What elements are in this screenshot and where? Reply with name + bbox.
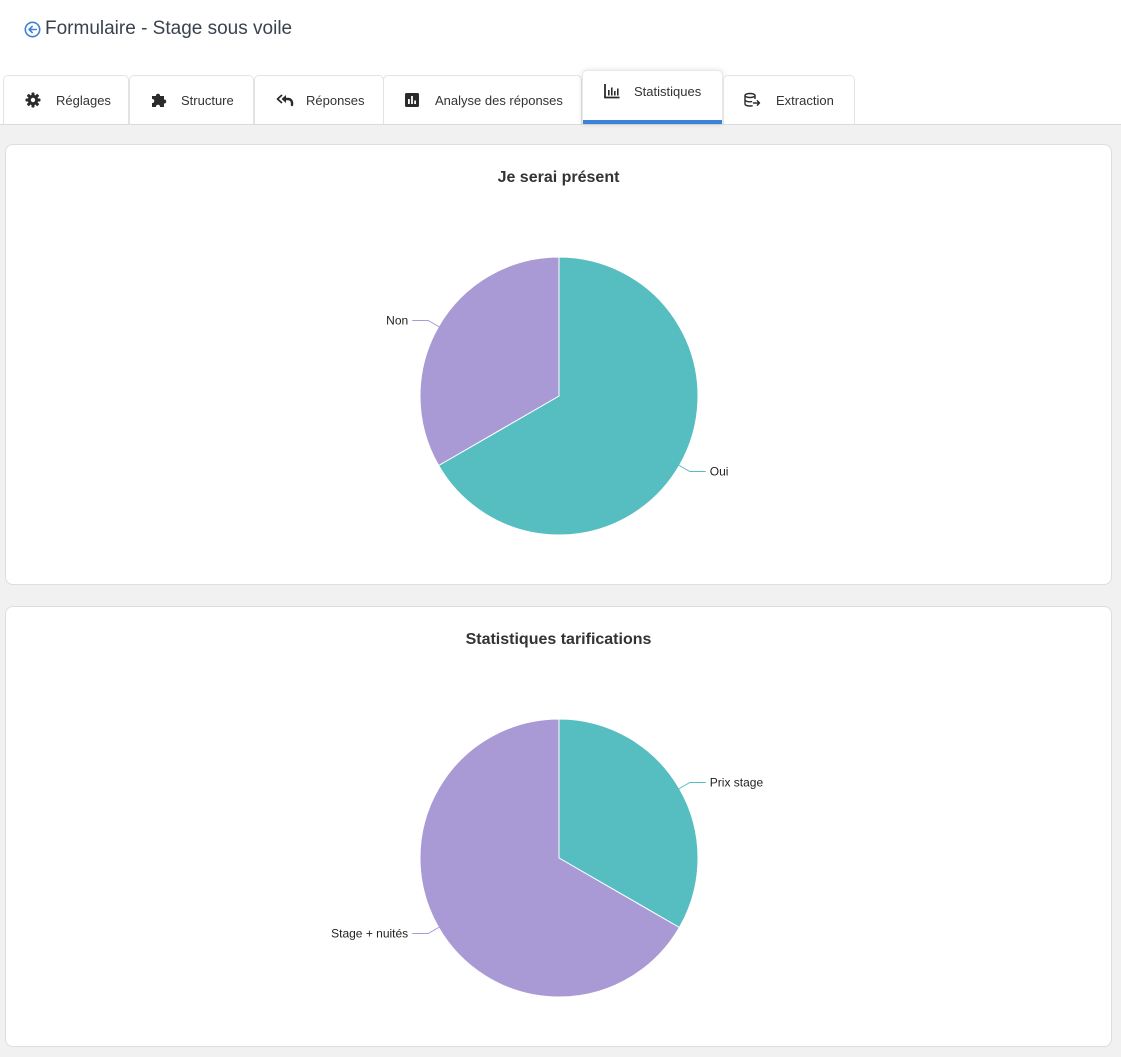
tab-analyse-des-reponses[interactable]: Analyse des réponses (383, 75, 582, 124)
tab-extraction[interactable]: Extraction (723, 75, 855, 124)
chart-card-tarifications: Statistiques tarifications Prix stage Sta… (5, 606, 1112, 1047)
leader-line-prix-stage (677, 782, 706, 790)
top-bar: Formulaire - Stage sous voile Réglages (0, 0, 1121, 125)
tab-label: Réglages (56, 93, 111, 108)
leader-line-oui (677, 464, 706, 472)
tab-label: Réponses (306, 93, 365, 108)
reply-all-icon (276, 91, 294, 109)
tab-reglages[interactable]: Réglages (3, 75, 129, 124)
puzzle-icon (150, 91, 168, 109)
arrow-left-circle-icon[interactable] (24, 21, 41, 38)
slice-label-prix-stage: Prix stage (710, 776, 764, 790)
slice-label-stage-nuites: Stage + nuités (331, 927, 408, 941)
tab-label: Structure (181, 93, 234, 108)
pie-chart-presence: Oui Non (386, 256, 729, 536)
tab-label: Statistiques (634, 84, 702, 99)
page-title: Formulaire - Stage sous voile (24, 17, 292, 41)
slice-label-oui: Oui (710, 465, 729, 479)
tab-label: Extraction (776, 93, 834, 108)
poll-icon (403, 91, 421, 109)
gear-icon (24, 91, 42, 109)
tab-label: Analyse des réponses (435, 93, 563, 108)
chart-title: Statistiques tarifications (465, 631, 652, 648)
tab-statistiques[interactable]: Statistiques (582, 70, 723, 124)
page-title-text: Formulaire - Stage sous voile (45, 18, 293, 39)
chart-title: Je serai présent (497, 169, 620, 186)
active-tab-indicator (583, 120, 722, 124)
slice-label-non: Non (386, 314, 408, 328)
leader-line-stage-nuites (412, 926, 441, 934)
pie-chart-tarifications: Prix stage Stage + nuités (331, 718, 764, 998)
leader-line-non (412, 320, 441, 328)
chart-card-presence: Je serai présent Oui Non (5, 144, 1112, 585)
database-export-icon (743, 91, 761, 109)
tab-reponses[interactable]: Réponses (254, 75, 384, 124)
bar-chart-icon (603, 82, 621, 100)
tab-structure[interactable]: Structure (129, 75, 254, 124)
